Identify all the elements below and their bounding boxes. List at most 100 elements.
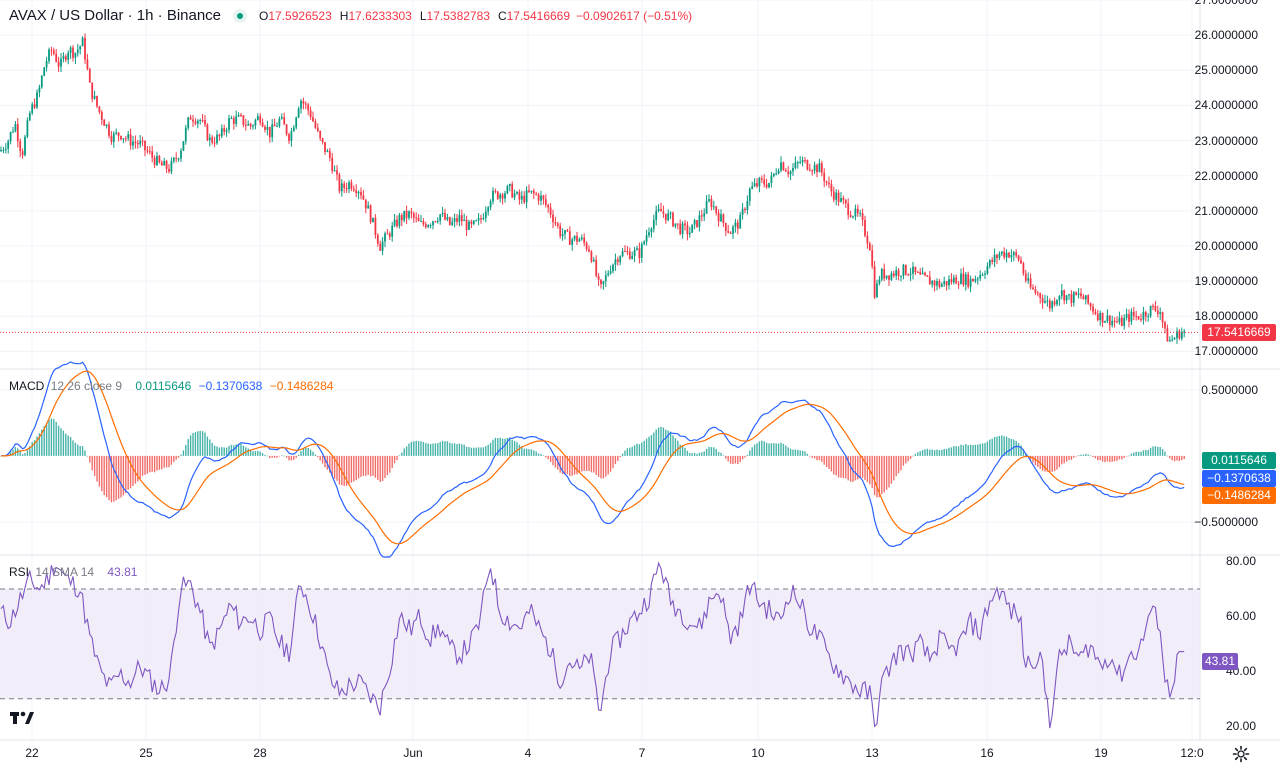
macd-hist-bar <box>105 455 108 498</box>
macd-hist-bar <box>1147 449 1149 456</box>
macd-hist-bar <box>122 455 125 496</box>
macd-hist-bar <box>197 431 199 456</box>
macd-hist-bar <box>499 437 501 456</box>
macd-hist-bar <box>233 445 235 456</box>
macd-hist-bar <box>873 455 876 496</box>
candle-body <box>513 193 516 198</box>
candle-body <box>537 194 540 201</box>
symbol-title[interactable]: AVAX / US Dollar · 1h · Binance <box>9 7 222 24</box>
macd-hist-bar <box>605 455 607 477</box>
macd-hist-bar <box>201 431 204 456</box>
candle-body <box>316 127 319 131</box>
macd-hist-bar <box>813 455 816 459</box>
candle-body <box>108 124 110 136</box>
macd-name: MACD <box>9 379 45 393</box>
candle-body <box>1048 300 1051 309</box>
macd-hist-bar <box>321 455 324 464</box>
macd-hist-bar <box>669 431 672 456</box>
candle-body <box>1154 306 1157 311</box>
candle-body <box>297 108 300 118</box>
macd-hist-bar <box>617 455 619 461</box>
tradingview-logo-icon[interactable] <box>9 706 39 730</box>
candle-body <box>278 118 281 127</box>
macd-hist-bar <box>607 455 609 475</box>
candle-body <box>626 251 629 253</box>
macd-hist-bar <box>283 455 285 457</box>
macd-hist-bar <box>878 455 881 498</box>
gear-icon[interactable] <box>1232 745 1250 763</box>
candle-body <box>775 173 778 175</box>
symbol-legend[interactable]: AVAX / US Dollar · 1h · Binance O 17.5926… <box>9 7 692 24</box>
macd-hist-bar <box>938 450 941 456</box>
candle-body <box>14 124 17 132</box>
rsi-axis-label: 20.00 <box>1225 719 1256 734</box>
macd-hist-bar <box>101 455 103 492</box>
macd-hist-bar <box>372 455 374 476</box>
macd-hist-bar <box>698 452 701 456</box>
market-status-icon[interactable] <box>233 8 248 23</box>
macd-hist-bar <box>636 443 638 456</box>
macd-hist-bar <box>799 450 801 456</box>
candle-body <box>835 192 838 200</box>
candle-body <box>988 260 991 267</box>
candle-body <box>235 116 238 124</box>
macd-hist-bar <box>144 455 146 475</box>
price-axis-label: 22.0000000 <box>1194 168 1258 183</box>
rsi-legend[interactable]: RSI 14 SMA 14 43.81 <box>9 565 137 579</box>
candle-body <box>902 264 905 276</box>
candle-body <box>67 52 70 60</box>
macd-hist-bar <box>247 448 249 456</box>
macd-hist-bar <box>422 442 425 456</box>
candle-body <box>972 278 974 282</box>
macd-hist-bar <box>451 443 453 456</box>
macd-hist-bar <box>223 447 225 456</box>
macd-hist-bar <box>703 451 705 456</box>
candle-body <box>1070 294 1073 303</box>
macd-hist-bar <box>804 451 806 456</box>
candle-body <box>1183 331 1186 333</box>
macd-hist-bar <box>600 455 602 479</box>
macd-hist-bar <box>1075 455 1077 457</box>
macd-hist-bar <box>357 455 360 479</box>
macd-hist-bar <box>470 447 473 456</box>
macd-hist-bar <box>41 429 43 456</box>
macd-hist-bar <box>475 447 477 456</box>
candle-body <box>156 155 158 165</box>
macd-hist-bar <box>365 455 367 476</box>
candle-body <box>698 215 701 227</box>
candle-body <box>520 195 523 200</box>
macd-hist-bar <box>1176 455 1178 461</box>
macd-hist-bar <box>1087 454 1089 456</box>
candle-body <box>1029 278 1032 288</box>
macd-hist-bar <box>288 455 290 461</box>
candle-body <box>892 273 895 276</box>
macd-hist-bar <box>1145 450 1147 456</box>
candle-body <box>319 130 322 139</box>
candle-body <box>1135 315 1138 317</box>
candle-body <box>573 235 576 240</box>
candle-body <box>360 191 362 196</box>
candle-body <box>489 201 492 208</box>
candle-body <box>379 243 382 251</box>
macd-hist-bar <box>1065 455 1068 462</box>
candle-body <box>1060 290 1063 296</box>
macd-hist-bar <box>26 449 29 456</box>
macd-hist-bar <box>787 447 789 456</box>
candle-body <box>974 278 977 282</box>
macd-hist-bar <box>960 444 962 456</box>
macd-legend[interactable]: MACD 12 26 close 9 0.0115646 −0.1370638 … <box>9 379 333 393</box>
macd-hist-bar <box>624 450 626 456</box>
candle-body <box>967 274 970 287</box>
macd-hist-bar <box>777 443 780 456</box>
candle-body <box>206 124 209 141</box>
candle-body <box>669 212 672 214</box>
candle-body <box>758 178 761 187</box>
candle-body <box>794 162 797 168</box>
candle-body <box>559 225 562 237</box>
macd-hist-bar <box>547 455 549 460</box>
candle-body <box>172 157 175 162</box>
macd-hist-bar <box>249 449 252 456</box>
candle-body <box>230 118 233 120</box>
candle-body <box>81 37 84 47</box>
